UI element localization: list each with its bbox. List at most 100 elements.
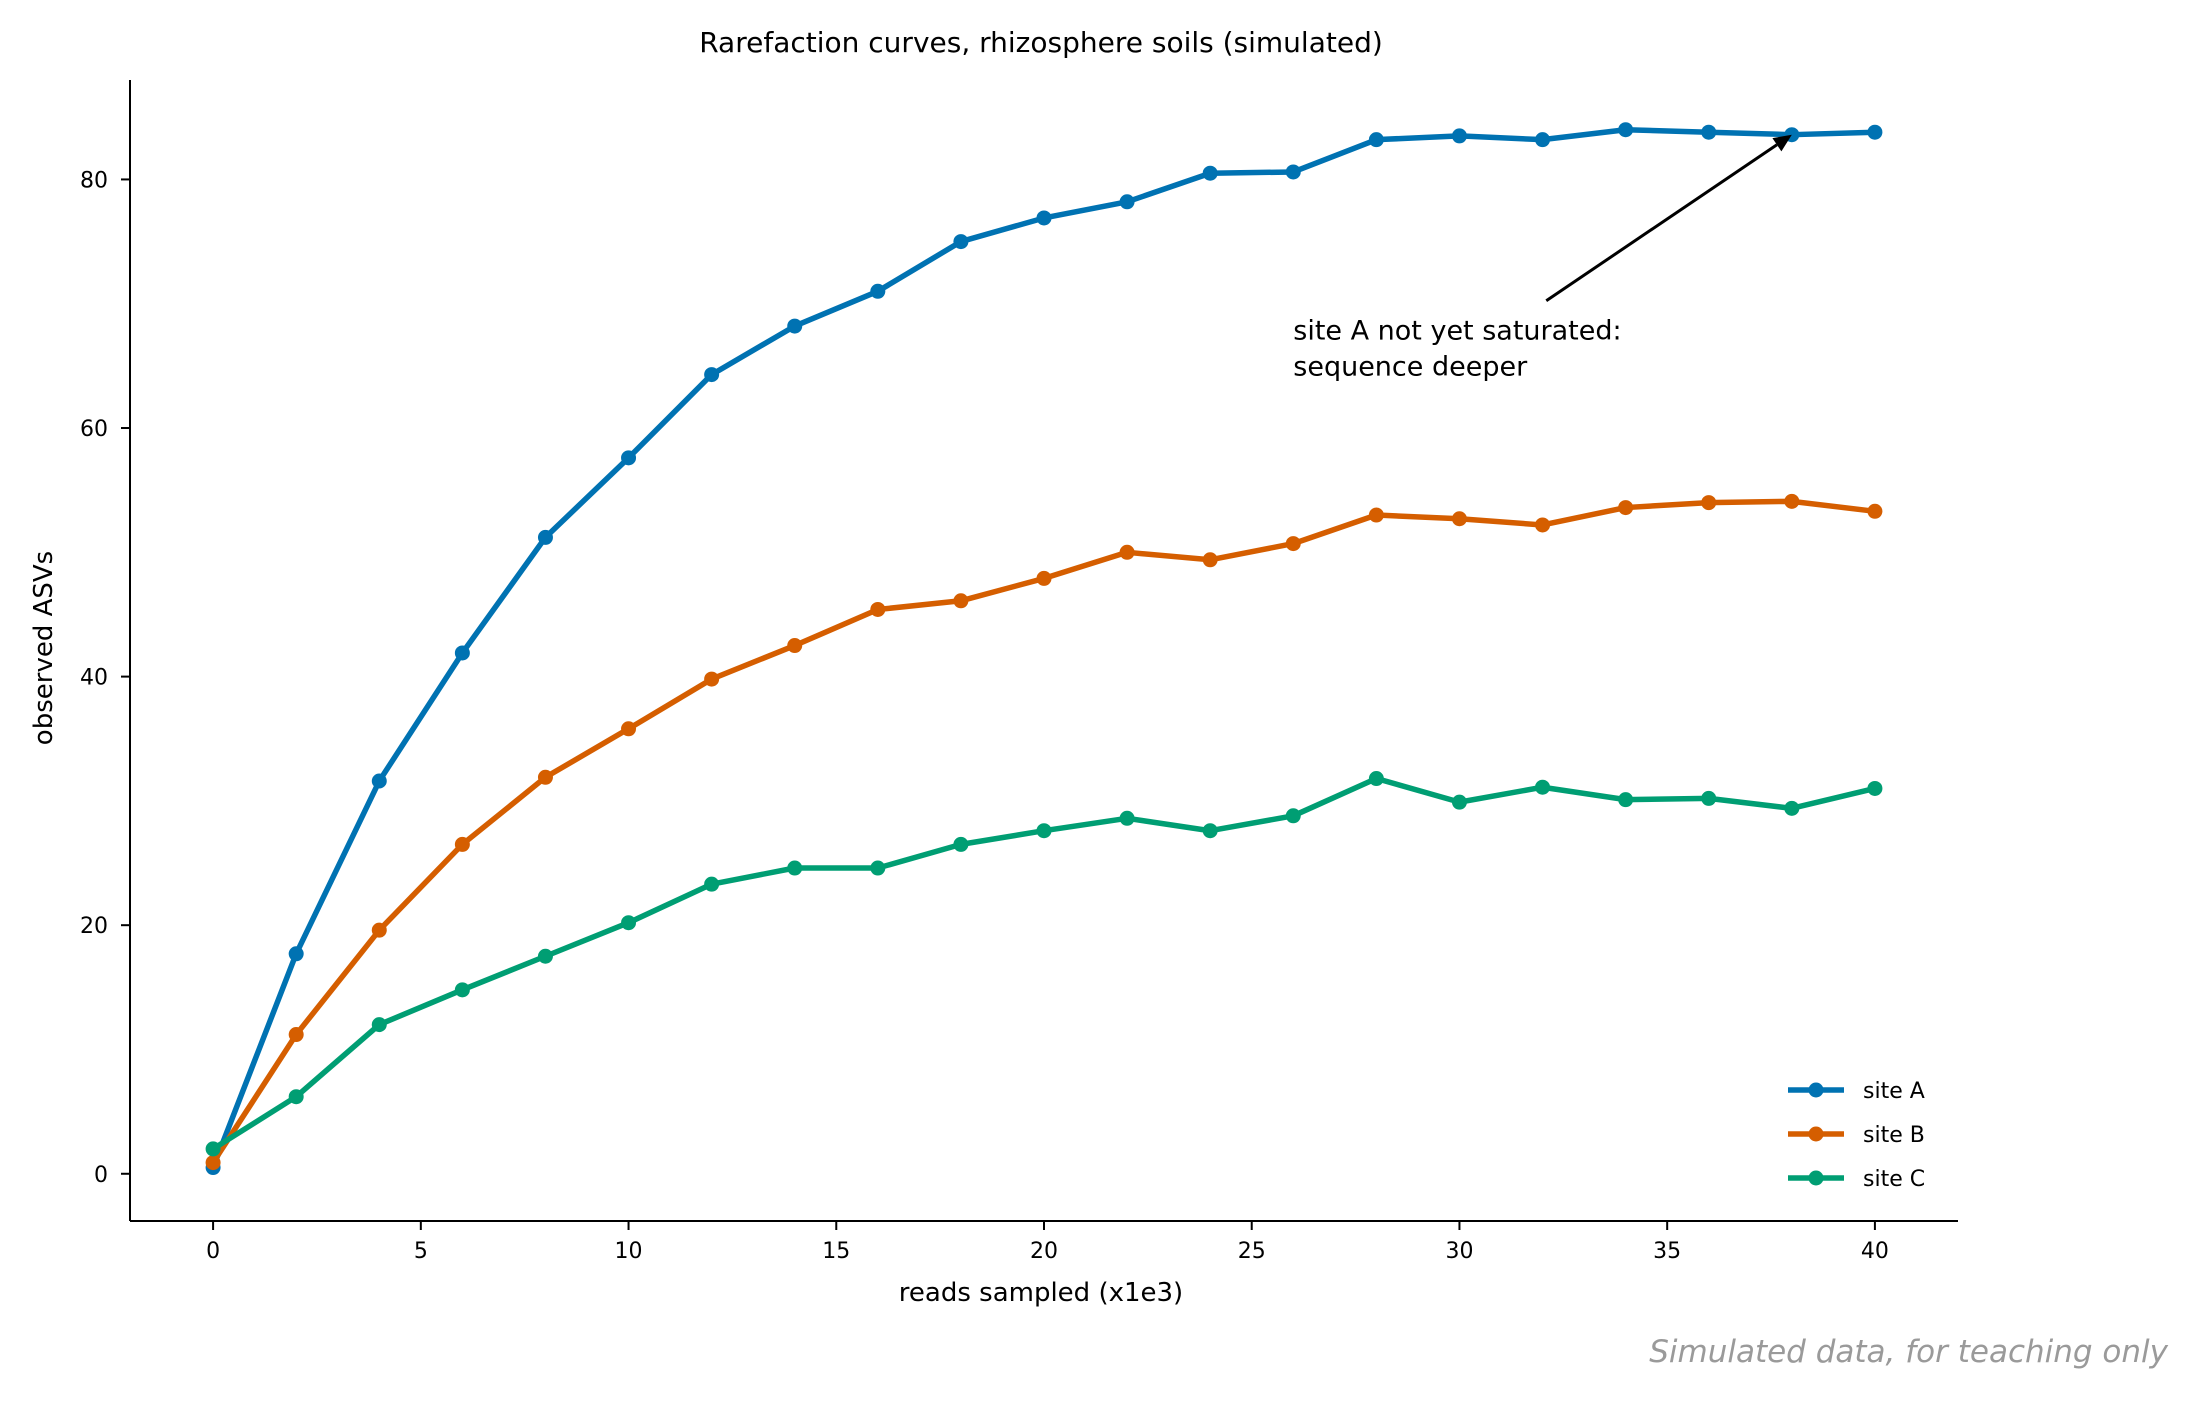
data-point-site-b — [537, 769, 553, 785]
data-point-site-a — [454, 645, 470, 661]
data-point-site-c — [1119, 810, 1135, 826]
data-point-site-b — [1285, 536, 1301, 552]
data-point-site-a — [1368, 132, 1384, 148]
legend-label: site A — [1863, 1079, 1925, 1104]
data-point-site-c — [787, 860, 803, 876]
data-point-site-c — [454, 982, 470, 998]
series-site-b — [205, 493, 1883, 1171]
data-point-site-a — [1535, 132, 1551, 148]
data-point-site-b — [787, 638, 803, 654]
annotation-text: site A not yet saturated: — [1293, 316, 1621, 347]
data-point-site-b — [1535, 517, 1551, 533]
data-point-site-a — [1701, 124, 1717, 140]
chart-title: Rarefaction curves, rhizosphere soils (s… — [699, 26, 1383, 59]
data-point-site-c — [205, 1141, 221, 1157]
legend-item-site-a: site A — [1788, 1079, 1925, 1104]
data-point-site-a — [953, 234, 969, 250]
x-tick-label: 15 — [822, 1239, 850, 1264]
data-point-site-c — [537, 948, 553, 964]
data-point-site-a — [371, 773, 387, 789]
data-point-site-c — [1784, 800, 1800, 816]
data-point-site-a — [621, 450, 637, 466]
data-point-site-a — [1119, 194, 1135, 210]
data-point-site-a — [704, 367, 720, 383]
data-point-site-c — [704, 876, 720, 892]
data-point-site-b — [454, 836, 470, 852]
data-point-site-c — [1535, 779, 1551, 795]
legend-label: site B — [1863, 1123, 1925, 1148]
data-point-site-c — [953, 836, 969, 852]
data-point-site-a — [1036, 210, 1052, 226]
data-point-site-c — [1618, 792, 1634, 808]
data-point-site-c — [1036, 823, 1052, 839]
series-site-a — [205, 122, 1883, 1176]
data-point-site-b — [1451, 511, 1467, 527]
data-point-site-a — [288, 946, 304, 962]
annotation: site A not yet saturated: sequence deeper — [1293, 134, 1792, 383]
legend-label: site C — [1863, 1167, 1925, 1192]
data-point-site-c — [621, 915, 637, 931]
y-tick-label: 20 — [80, 914, 108, 939]
legend-item-site-b: site B — [1788, 1123, 1925, 1148]
x-tick-label: 10 — [615, 1239, 643, 1264]
data-point-site-c — [1867, 780, 1883, 796]
data-point-site-b — [1036, 570, 1052, 586]
data-point-site-c — [371, 1017, 387, 1033]
x-tick-label: 0 — [206, 1239, 220, 1264]
data-point-site-b — [704, 671, 720, 687]
data-point-site-c — [870, 860, 886, 876]
x-tick-label: 40 — [1861, 1239, 1889, 1264]
data-point-site-c — [288, 1089, 304, 1105]
series-site-c — [205, 771, 1883, 1157]
y-axis-label: observed ASVs — [29, 551, 59, 745]
data-point-site-b — [1867, 503, 1883, 519]
data-point-site-b — [1368, 507, 1384, 523]
data-point-site-a — [1867, 124, 1883, 140]
data-point-site-b — [1784, 493, 1800, 509]
x-tick-label: 20 — [1030, 1239, 1058, 1264]
data-point-site-b — [1618, 500, 1634, 516]
data-point-site-c — [1368, 771, 1384, 787]
data-point-site-b — [288, 1027, 304, 1043]
x-tick-label: 30 — [1445, 1239, 1473, 1264]
data-point-site-c — [1701, 790, 1717, 806]
series-layer — [205, 122, 1883, 1176]
data-point-site-a — [1618, 122, 1634, 138]
x-axis-label: reads sampled (x1e3) — [899, 1278, 1183, 1308]
data-point-site-c — [1451, 794, 1467, 810]
data-point-site-b — [621, 721, 637, 737]
x-tick-label: 25 — [1238, 1239, 1266, 1264]
data-point-site-b — [371, 922, 387, 938]
data-point-site-c — [1285, 808, 1301, 824]
y-tick-label: 80 — [80, 168, 108, 193]
legend-swatch-marker — [1808, 1082, 1824, 1098]
legend-item-site-c: site C — [1788, 1167, 1925, 1192]
data-point-site-a — [1202, 165, 1218, 181]
data-point-site-a — [1285, 164, 1301, 180]
watermark-text: Simulated data, for teaching only — [1649, 1334, 2168, 1370]
annotation-arrow-head — [1772, 134, 1792, 152]
data-point-site-a — [1451, 128, 1467, 144]
data-point-site-b — [953, 593, 969, 609]
data-point-site-a — [537, 529, 553, 545]
data-point-site-b — [1119, 544, 1135, 560]
legend-swatch-marker — [1808, 1170, 1824, 1186]
axes: 0 5 10 15 20 25 30 35 40 0 20 40 60 80 — [80, 80, 1958, 1264]
y-tick-label: 40 — [80, 666, 108, 691]
legend: site A site B site C — [1788, 1079, 1925, 1192]
data-point-site-b — [205, 1155, 221, 1171]
annotation-arrow-shaft — [1545, 143, 1778, 302]
data-point-site-a — [787, 318, 803, 334]
annotation-text: sequence deeper — [1293, 352, 1528, 383]
data-point-site-b — [1701, 495, 1717, 511]
x-tick-label: 35 — [1653, 1239, 1681, 1264]
y-tick-label: 60 — [80, 417, 108, 442]
data-point-site-b — [870, 601, 886, 617]
data-point-site-b — [1202, 552, 1218, 568]
y-tick-label: 0 — [94, 1163, 108, 1188]
data-point-site-a — [870, 283, 886, 299]
data-point-site-c — [1202, 823, 1218, 839]
x-tick-label: 5 — [414, 1239, 428, 1264]
